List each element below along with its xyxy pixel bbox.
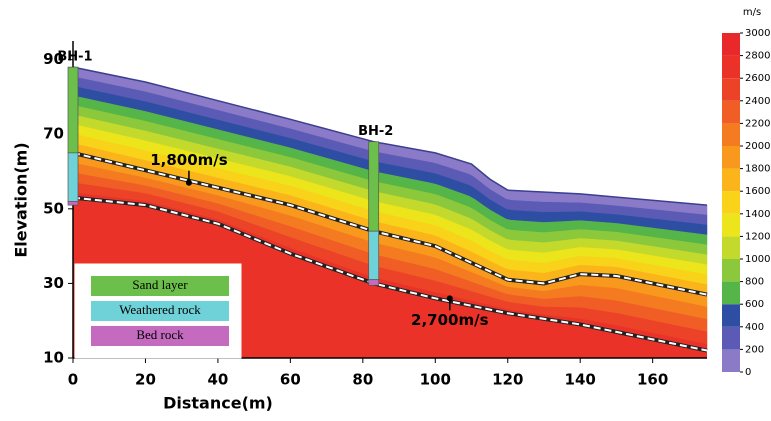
interface-line	[72, 196, 708, 352]
colorbar-tick-label: 800	[745, 277, 764, 288]
legend-swatch	[91, 326, 229, 346]
colorbar-tick-label: 2800	[745, 51, 770, 62]
colorbar-band	[722, 236, 740, 259]
colorbar-tick-label: 200	[745, 344, 764, 355]
borehole-segment	[67, 66, 79, 154]
legend-swatch	[91, 301, 229, 321]
colorbar-tick-label: 1800	[745, 164, 770, 175]
x-tick-label: 60	[280, 371, 301, 389]
annotation: 1,800m/s	[150, 151, 228, 169]
x-tick-label: 20	[135, 371, 156, 389]
colorbar-band	[722, 100, 740, 124]
colorbar-tick-label: 600	[745, 299, 764, 310]
colorbar-tick-label: 2000	[745, 141, 770, 152]
colorbar-band	[722, 281, 740, 305]
colorbar-tick-label: 2400	[745, 96, 770, 107]
borehole-segment	[368, 141, 380, 232]
colorbar-band	[722, 259, 740, 282]
colorbar-band	[722, 349, 740, 372]
colorbar-band	[722, 191, 740, 214]
colorbar-tick-label: 2200	[745, 118, 770, 129]
colorbar-tick-label: 0	[745, 367, 751, 378]
y-tick-label: 10	[43, 349, 64, 367]
colorbar-tick-label: 2600	[745, 73, 770, 84]
borehole-segment	[368, 230, 380, 281]
borehole-label: BH-2	[358, 124, 393, 139]
x-tick-label: 160	[637, 371, 668, 389]
ground-surface	[72, 66, 708, 206]
borehole-segment	[67, 152, 79, 202]
x-tick-label: 40	[207, 371, 228, 389]
y-axis-label: Elevation(m)	[12, 142, 31, 257]
colorbar-band	[722, 146, 740, 169]
colorbar-tick-label: 1400	[745, 209, 770, 220]
x-tick-label: 80	[352, 371, 373, 389]
colorbar-band	[722, 78, 740, 101]
colorbar-band	[722, 326, 740, 350]
legend-swatch	[91, 276, 229, 296]
y-tick-label: 50	[43, 199, 64, 217]
y-tick-label: 30	[43, 274, 64, 292]
annotation: 2,700m/s	[411, 311, 489, 329]
colorbar-band	[722, 55, 740, 79]
borehole-label: BH-1	[57, 50, 92, 65]
y-tick-label: 70	[43, 125, 64, 143]
x-tick-label: 120	[492, 371, 523, 389]
colorbar-band	[722, 168, 740, 192]
x-axis-label: Distance(m)	[163, 394, 273, 413]
colorbar-title: m/s	[743, 7, 761, 18]
x-tick-label: 0	[68, 371, 78, 389]
colorbar-tick-label: 400	[745, 322, 764, 333]
colorbar-tick-label: 3000	[745, 28, 770, 39]
legend-label: Weathered rock	[119, 302, 201, 317]
colorbar-tick-label: 1200	[745, 231, 770, 242]
legend-label: Bed rock	[136, 327, 184, 342]
colorbar-band	[722, 304, 740, 327]
y-tick-label: 90	[43, 50, 64, 68]
x-tick-label: 100	[420, 371, 451, 389]
legend-label: Sand layer	[132, 277, 188, 292]
colorbar-band	[722, 123, 740, 146]
colorbar-band	[722, 33, 740, 56]
borehole-segment	[368, 279, 380, 286]
x-tick-label: 140	[565, 371, 596, 389]
colorbar-tick-label: 1000	[745, 254, 770, 265]
colorbar-band	[722, 213, 740, 237]
borehole-segment	[67, 201, 79, 206]
colorbar-tick-label: 1600	[745, 186, 770, 197]
interface-line	[72, 151, 708, 296]
